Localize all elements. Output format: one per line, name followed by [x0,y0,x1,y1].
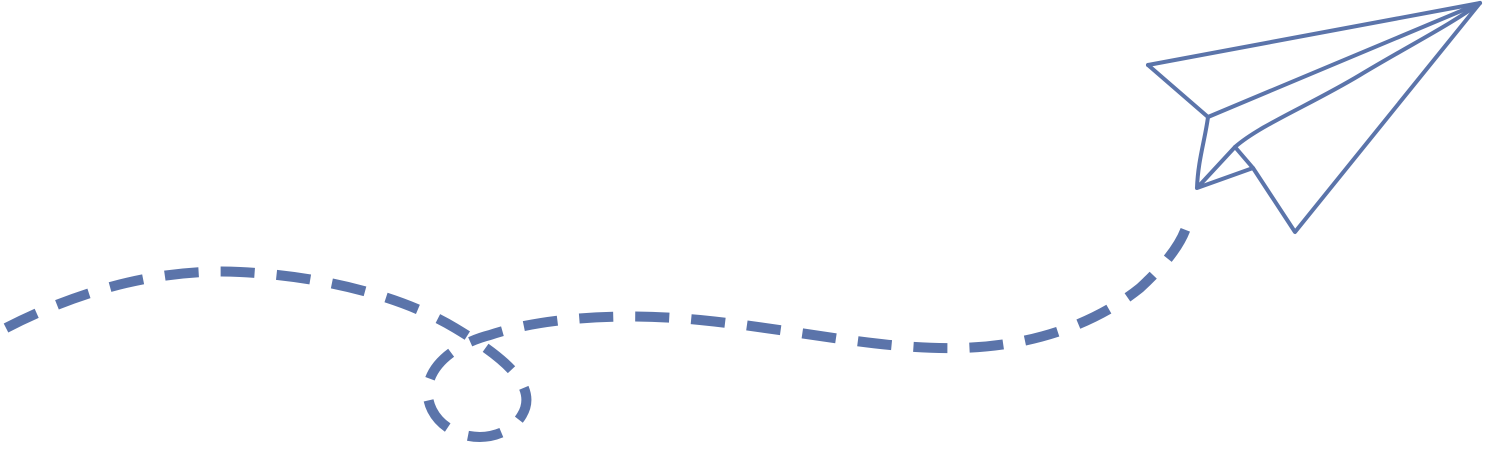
dashed-flight-trail [3,226,1191,442]
plane-tail [1195,115,1255,190]
plane-wing-top [1146,1,1482,234]
plane-body-fold [1233,1,1482,149]
paper-plane-icon [1146,1,1482,234]
